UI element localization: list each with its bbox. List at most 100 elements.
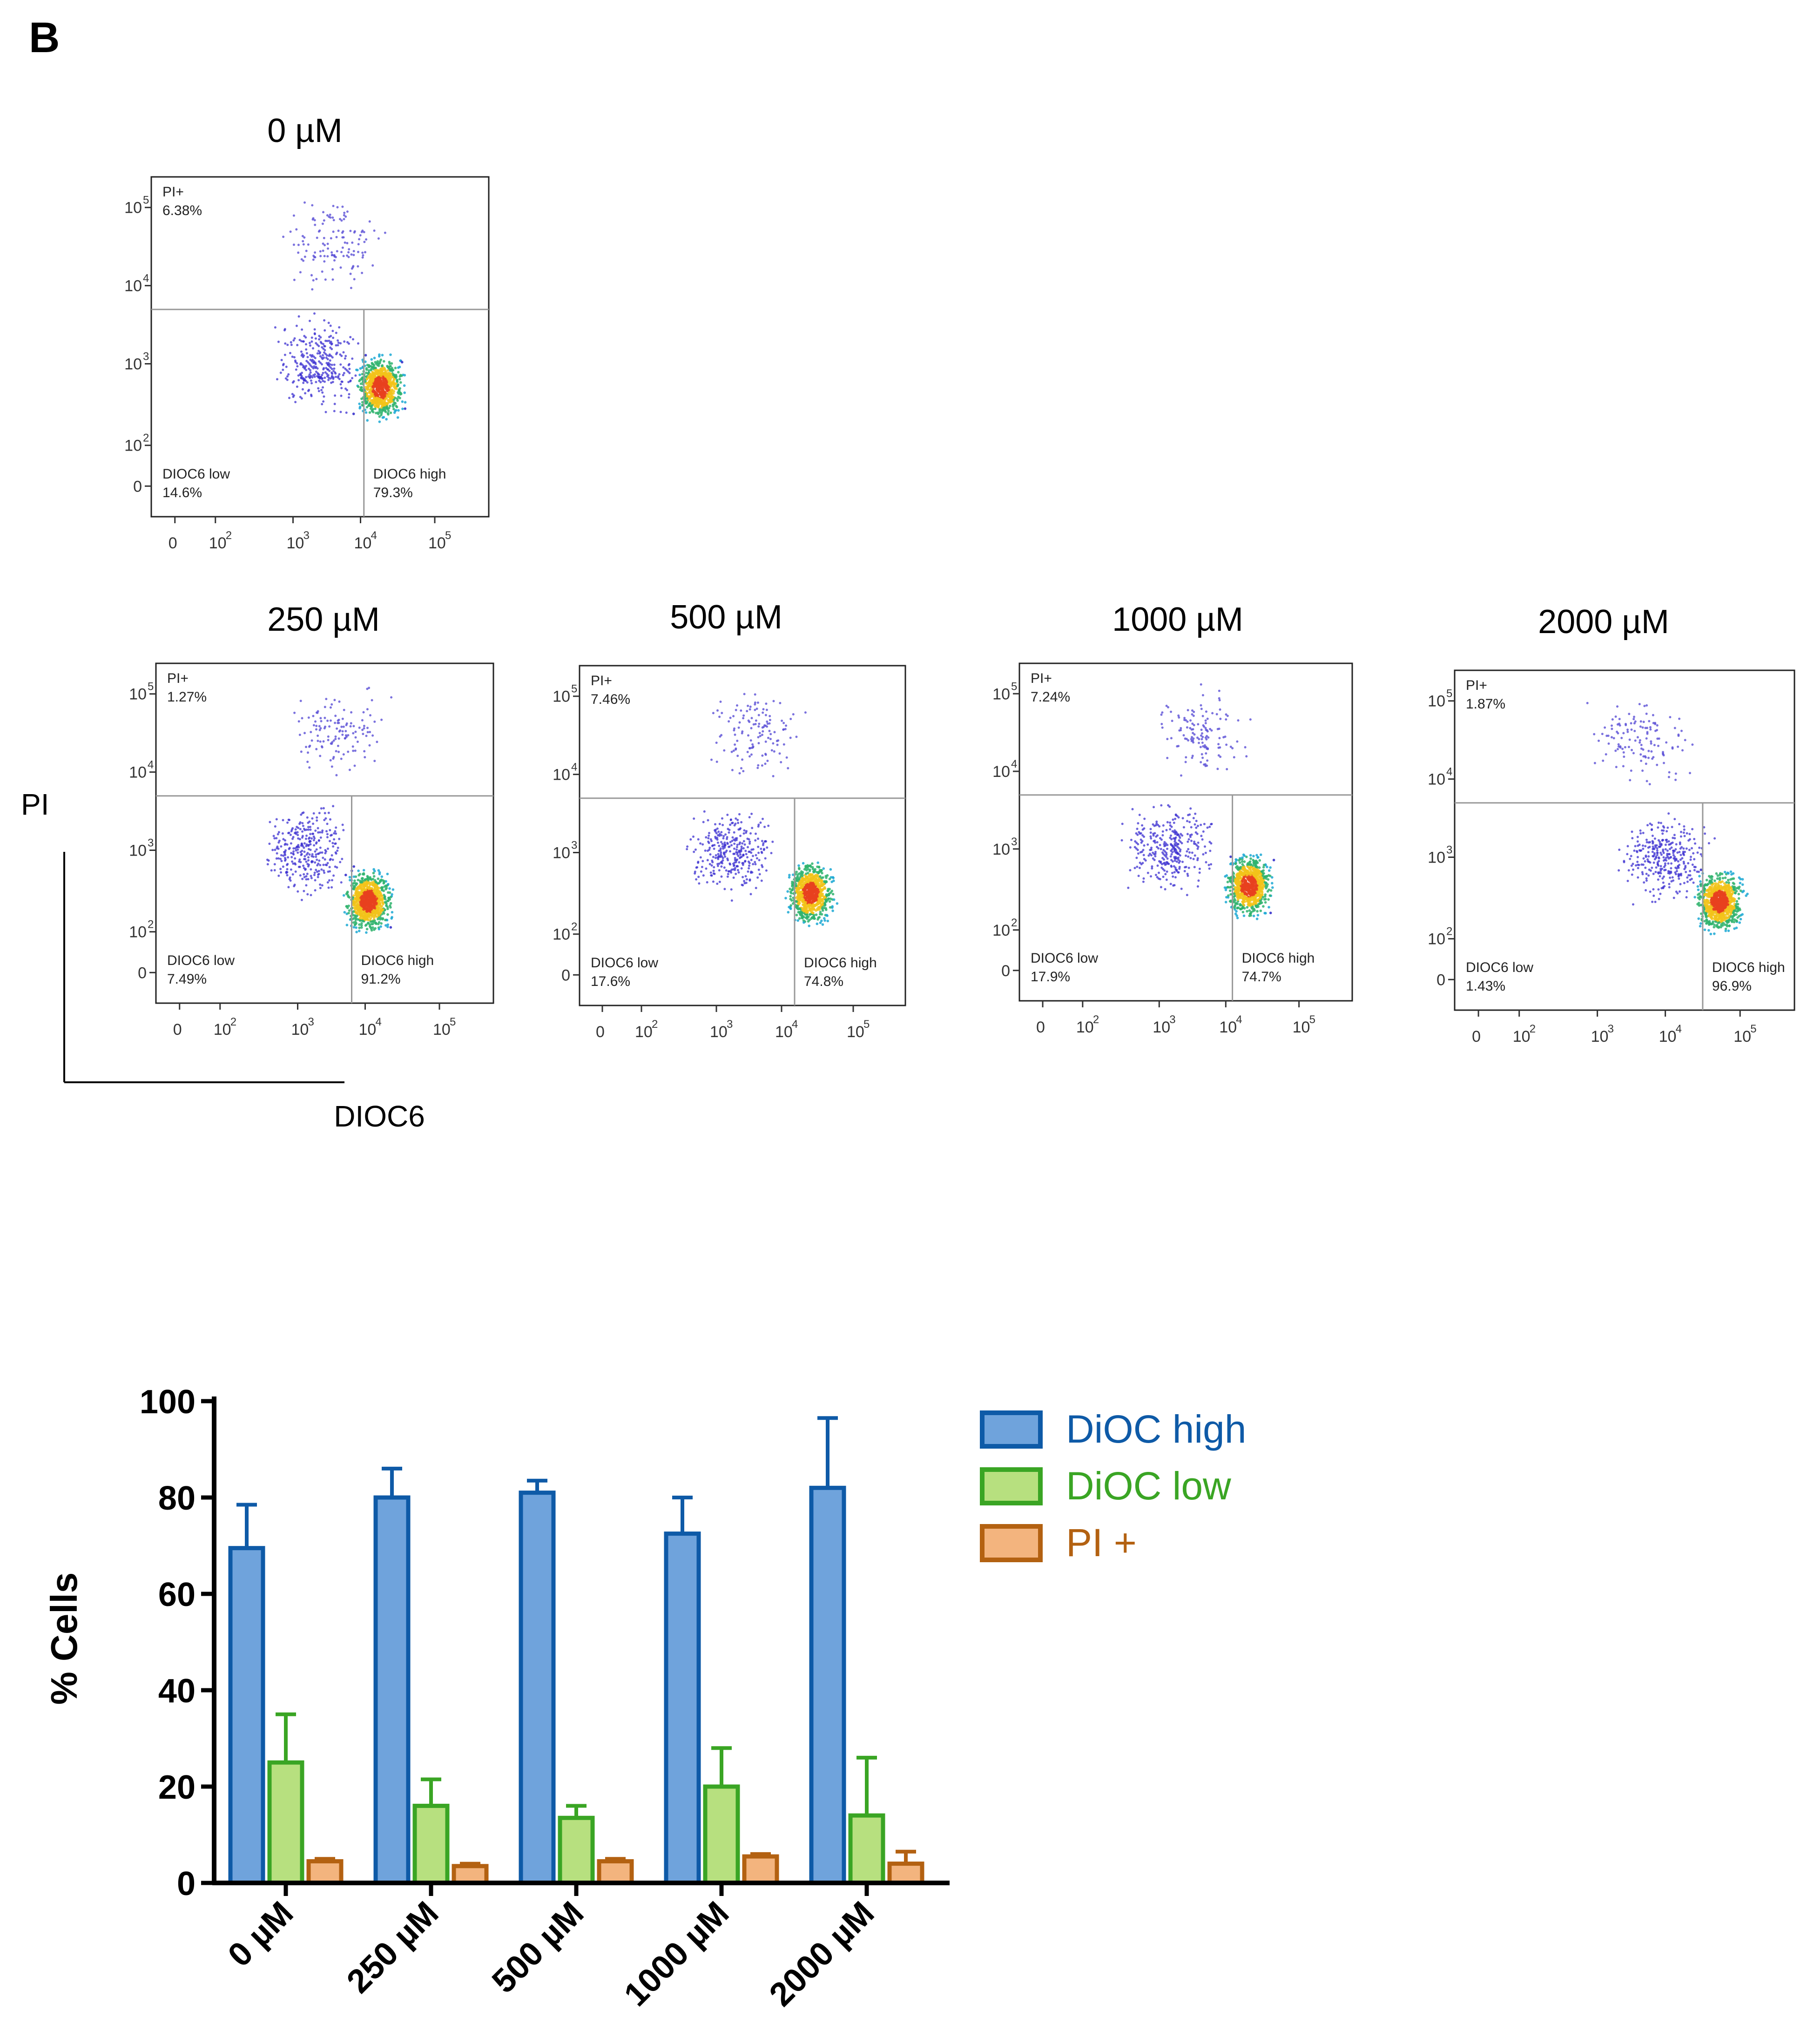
flow-x-tick: 0 <box>173 1021 182 1039</box>
x-tick-label: 500 µM <box>485 1895 591 2000</box>
flow-x-tick-exp: 3 <box>727 1018 733 1031</box>
flow-y-tick-exp: 2 <box>1446 925 1452 938</box>
bar <box>664 1531 701 1885</box>
flow-x-tick-exp: 2 <box>230 1016 236 1028</box>
flow-x-tick: 0 <box>169 534 177 552</box>
gate-value-dioc-high: 74.7% <box>1242 969 1281 985</box>
x-tick-label: 0 µM <box>221 1895 301 1974</box>
flow-x-tick: 10 <box>1733 1028 1751 1046</box>
flow-x-axis-label: DIOC6 <box>334 1100 425 1133</box>
flow-x-tick-exp: 5 <box>863 1018 870 1031</box>
flow-y-tick: 0 <box>1436 971 1445 989</box>
flow-x-tick-exp: 2 <box>1530 1023 1536 1035</box>
flow-y-tick-exp: 3 <box>143 351 149 363</box>
flow-y-axis-label: PI <box>21 788 49 821</box>
flow-y-tick: 10 <box>992 763 1010 781</box>
bar <box>228 1546 265 1885</box>
flow-x-tick-exp: 3 <box>308 1016 314 1028</box>
flow-x-tick-exp: 3 <box>1608 1023 1614 1035</box>
legend-swatch <box>980 1467 1043 1505</box>
flow-y-tick: 10 <box>992 685 1010 703</box>
flow-y-tick: 10 <box>129 924 147 941</box>
flow-x-tick-exp: 5 <box>445 529 451 542</box>
gate-value-dioc-low: 7.49% <box>167 971 207 987</box>
gate-name-dioc-high: DIOC6 high <box>1712 960 1785 975</box>
bar <box>373 1495 411 1885</box>
flow-y-tick: 0 <box>561 966 570 984</box>
flow-x-tick: 10 <box>359 1021 377 1039</box>
flow-plot-frame <box>579 665 906 1006</box>
gate-value-dioc-high: 74.8% <box>804 974 843 989</box>
flow-y-tick: 10 <box>1428 693 1445 710</box>
flow-y-tick: 10 <box>553 844 570 862</box>
flow-x-tick-exp: 4 <box>371 529 377 542</box>
flow-y-tick: 10 <box>124 277 142 295</box>
gate-value-dioc-low: 17.9% <box>1031 969 1070 985</box>
flow-y-tick-exp: 3 <box>148 837 154 850</box>
bar <box>519 1491 556 1885</box>
flow-y-tick: 10 <box>1428 849 1445 867</box>
gate-value-dioc-high: 91.2% <box>361 971 401 987</box>
y-tick-label: 0 <box>177 1865 196 1902</box>
flow-y-tick: 10 <box>553 766 570 784</box>
flow-y-tick-exp: 5 <box>571 683 577 695</box>
flow-y-tick-exp: 3 <box>1446 844 1452 857</box>
flow-y-tick-exp: 4 <box>1011 758 1017 770</box>
flow-y-tick: 10 <box>124 356 142 373</box>
bar <box>452 1864 489 1885</box>
gate-name-dioc-low: DIOC6 low <box>591 955 658 971</box>
flow-x-tick: 10 <box>710 1023 728 1041</box>
flow-panel: 500 µM PI+ 7.46% DIOC6 low 17.6% DIOC6 high 74… <box>553 599 906 1041</box>
flow-y-tick: 10 <box>129 686 147 703</box>
gate-value-dioc-high: 79.3% <box>373 485 413 500</box>
flow-x-tick: 0 <box>596 1023 605 1041</box>
flow-x-tick: 10 <box>775 1023 793 1041</box>
flow-panel-title: 0 µM <box>267 112 343 149</box>
flow-y-tick: 10 <box>129 764 147 782</box>
flow-y-tick: 10 <box>129 842 147 860</box>
gate-name-dioc-high: DIOC6 high <box>373 466 446 482</box>
flow-x-tick-exp: 2 <box>652 1018 658 1031</box>
gate-name-dioc-high: DIOC6 high <box>804 955 877 971</box>
gate-name-pi: PI+ <box>591 673 612 688</box>
bar <box>412 1803 450 1885</box>
y-tick-label: 100 <box>140 1383 196 1421</box>
flow-y-tick-exp: 5 <box>1011 680 1017 693</box>
flow-x-tick-exp: 3 <box>1169 1013 1175 1026</box>
flow-x-tick: 10 <box>1591 1028 1609 1046</box>
flow-y-tick-exp: 2 <box>148 918 154 931</box>
flow-x-tick: 0 <box>1036 1019 1045 1036</box>
flow-x-tick: 10 <box>209 534 227 552</box>
bar <box>809 1485 846 1885</box>
flow-y-tick: 10 <box>124 199 142 217</box>
y-tick-label: 20 <box>158 1769 196 1806</box>
flow-y-tick: 10 <box>992 922 1010 939</box>
flow-y-tick-exp: 4 <box>1446 766 1452 778</box>
flow-x-tick: 10 <box>1219 1019 1237 1036</box>
flow-x-tick: 10 <box>287 534 304 552</box>
flow-x-tick: 10 <box>635 1023 653 1041</box>
gate-name-dioc-low: DIOC6 low <box>162 466 230 482</box>
bar <box>306 1859 344 1885</box>
flow-density-dots <box>266 687 395 934</box>
flow-x-tick: 10 <box>847 1023 864 1041</box>
x-tick-label: 250 µM <box>340 1895 445 2000</box>
flow-y-tick-exp: 4 <box>571 761 577 774</box>
flow-plot-frame <box>150 176 490 518</box>
flow-y-tick-exp: 5 <box>148 681 154 693</box>
flow-cytometry-panels: 0 µM PI+ 6.38% DIOC6 low 14.6% DIOC6 high 79.3… <box>21 112 1795 1133</box>
flow-y-tick-exp: 3 <box>571 839 577 852</box>
gate-name-pi: PI+ <box>1466 678 1487 693</box>
flow-x-tick-exp: 5 <box>1750 1023 1756 1035</box>
gate-value-dioc-low: 17.6% <box>591 974 630 989</box>
flow-density-dots <box>1120 683 1275 920</box>
flow-y-tick-exp: 5 <box>143 194 149 207</box>
gate-value-pi: 1.87% <box>1466 696 1505 712</box>
flow-panel-title: 1000 µM <box>1112 601 1243 638</box>
gate-name-pi: PI+ <box>162 184 184 200</box>
flow-y-tick: 10 <box>1428 771 1445 789</box>
flow-x-tick: 10 <box>1076 1019 1094 1036</box>
flow-y-tick-exp: 2 <box>571 921 577 933</box>
panel-letter: B <box>29 14 60 61</box>
